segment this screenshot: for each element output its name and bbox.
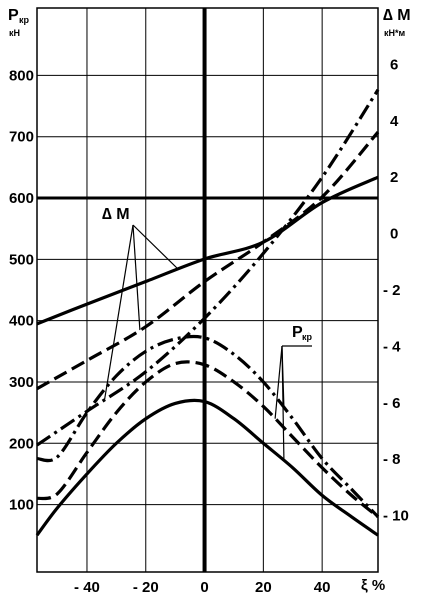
callout-leader-delta-m [132,224,179,270]
left-tick-label: 400 [9,313,34,330]
plot-frame [36,7,379,573]
left-axis-unit: кН [9,28,20,38]
right-tick-label: 6 [390,56,398,73]
callout-leader-delta-m [132,224,141,331]
callout-leader-delta-m [104,224,134,400]
right-tick-label: - 10 [383,508,409,525]
left-tick-label: 800 [9,67,34,84]
x-tick-label: - 40 [74,579,100,596]
callout-leader-p-kr [281,345,285,461]
series-line-p_kr-solid [35,398,379,537]
right-tick-label: 2 [390,169,398,186]
left-tick-label: 600 [9,190,34,207]
right-tick-label: - 4 [383,338,401,355]
right-tick-label: - 6 [383,395,401,412]
series-line-delta_m-solid [36,175,379,326]
series-line-delta_m-dash [36,131,380,391]
x-tick-label: - 20 [133,579,159,596]
left-tick-label: 200 [9,435,34,452]
left-tick-label: 700 [9,129,34,146]
series-group [35,88,380,537]
callout-leader-p-kr [274,345,283,419]
right-tick-label: 0 [390,226,398,243]
callouts [104,224,312,461]
right-tick-label: 4 [390,113,399,130]
labels: P кр кН ∆ М кН*м ξ % ∆ M P кр [8,7,411,594]
annotation-p-kr: P [292,324,303,341]
right-tick-label: - 2 [383,282,401,299]
x-tick-label: 40 [314,579,331,596]
x-tick-label: 0 [200,579,208,596]
grid: - 40- 20 0 20 40100200300400500600700800642… [9,7,409,596]
series-line-p_kr-dash [36,360,380,519]
series-line-delta_m-dashdot [36,88,380,447]
annotation-delta-m: ∆ M [102,206,130,223]
x-tick-label: 20 [255,579,272,596]
annotation-p-kr-sub: кр [302,332,313,342]
left-tick-label: 500 [9,251,34,268]
right-tick-label: - 8 [383,451,401,468]
left-axis-label: P [8,7,19,24]
series-line-p_kr-dashdot [36,334,380,518]
right-axis-label: ∆ М [383,7,411,24]
x-axis-unit: ξ % [361,577,385,594]
left-tick-label: 300 [9,374,34,391]
left-tick-label: 100 [9,497,34,514]
left-axis-label-sub: кр [19,15,30,25]
right-axis-unit: кН*м [384,28,406,38]
